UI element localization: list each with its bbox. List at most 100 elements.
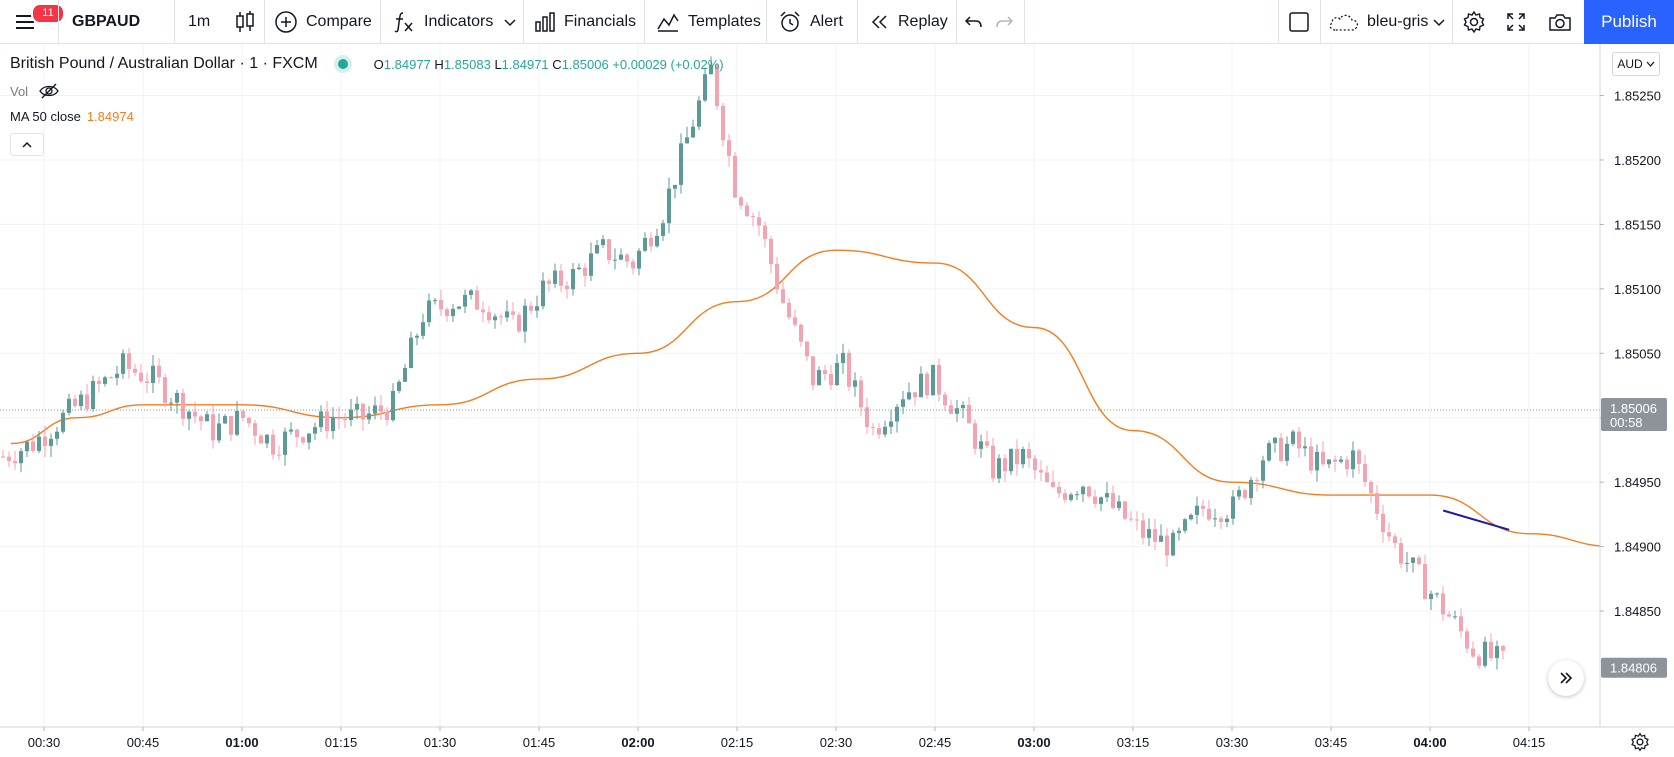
candle-up <box>61 409 65 434</box>
candle-down <box>1111 485 1115 510</box>
candle-body <box>325 411 329 432</box>
candle-down <box>199 414 203 431</box>
indicators-button[interactable]: Indicators <box>392 0 493 44</box>
candle-body <box>211 414 215 441</box>
layout-dropdown-button[interactable] <box>1432 0 1446 44</box>
drawings-layer <box>0 409 1600 531</box>
price-tick-label: 1.85200 <box>1614 153 1661 168</box>
candle-up <box>217 413 221 444</box>
candle-down <box>727 134 731 167</box>
candle-down <box>511 302 515 320</box>
candle-up <box>319 405 323 433</box>
candle-up <box>571 262 575 296</box>
candle-body <box>1057 486 1061 494</box>
candle-body <box>1375 493 1379 514</box>
candle-body <box>985 441 989 446</box>
candle-up <box>331 407 335 439</box>
candle-body <box>613 259 617 261</box>
chart-settings-button[interactable] <box>1628 730 1652 754</box>
currency-selector[interactable]: AUD <box>1612 52 1660 76</box>
candle-down <box>745 201 749 218</box>
interval-button[interactable]: 1m <box>188 0 210 44</box>
candle-body <box>697 100 701 127</box>
fullscreen-button[interactable] <box>1505 0 1527 44</box>
candle-body <box>235 410 239 435</box>
candle-down <box>1027 442 1031 468</box>
snapshot-button[interactable] <box>1548 0 1572 44</box>
candle-body <box>199 416 203 422</box>
collapse-legend-button[interactable] <box>10 133 44 156</box>
settings-button[interactable] <box>1462 0 1486 44</box>
symbol-search-button[interactable]: GBPAUD <box>72 0 140 44</box>
candle-down <box>157 358 161 384</box>
volume-legend[interactable]: Vol <box>10 82 60 100</box>
undo-button[interactable] <box>962 0 986 44</box>
candle-body <box>1033 458 1037 471</box>
candle-body <box>979 441 983 449</box>
candle-up <box>817 366 821 386</box>
candle-body <box>1087 486 1091 497</box>
candle-body <box>31 441 35 452</box>
candle-body <box>883 426 887 435</box>
candle-down <box>925 371 929 399</box>
function-fx-icon <box>394 12 413 33</box>
candle-up <box>709 56 713 75</box>
chart-type-button[interactable] <box>234 0 256 44</box>
candle-body <box>1309 446 1313 471</box>
candle-body <box>1129 518 1133 520</box>
candle-down <box>1309 437 1313 474</box>
candle-body <box>355 403 359 410</box>
candle-up <box>1435 592 1439 598</box>
candle-down <box>565 281 569 299</box>
candle-body <box>1219 518 1223 523</box>
candle-body <box>79 394 83 407</box>
publish-button[interactable]: Publish <box>1584 0 1674 44</box>
candle-body <box>1177 530 1181 533</box>
candle-down <box>1477 654 1481 669</box>
templates-button[interactable]: Templates <box>656 0 761 44</box>
financials-button[interactable]: Financials <box>534 0 636 44</box>
candle-down <box>1003 454 1007 482</box>
symbol-label: GBPAUD <box>72 13 141 30</box>
hamburger-menu-icon <box>16 15 34 29</box>
candle-body <box>427 300 431 323</box>
candle-down <box>793 309 797 328</box>
candle-down <box>109 376 113 379</box>
indicators-dropdown-button[interactable] <box>503 0 517 44</box>
candle-body <box>1381 513 1385 533</box>
candle-up <box>853 372 857 397</box>
candle-down <box>7 451 11 467</box>
candle-body <box>1255 479 1259 481</box>
candle-body <box>691 126 695 138</box>
templates-label: Templates <box>688 13 761 30</box>
candle-down <box>871 423 875 436</box>
candle-body <box>55 431 59 439</box>
candle-body <box>667 188 671 224</box>
candle-body <box>163 377 167 403</box>
candle-up <box>835 354 839 386</box>
time-tick-label: 02:30 <box>820 735 853 750</box>
candle-up <box>451 304 455 322</box>
save-layout-button[interactable]: bleu-gris <box>1327 0 1428 44</box>
financials-label: Financials <box>564 13 637 30</box>
candle-body <box>307 433 311 443</box>
candle-body <box>1501 646 1505 651</box>
compare-button[interactable]: Compare <box>274 0 372 44</box>
scroll-to-realtime-button[interactable] <box>1548 660 1584 696</box>
redo-button[interactable] <box>992 0 1016 44</box>
candle-body <box>637 250 641 269</box>
eye-hidden-icon[interactable] <box>38 82 60 100</box>
alert-button[interactable]: Alert <box>778 0 843 44</box>
replay-button[interactable]: Replay <box>868 0 948 44</box>
layout-select-button[interactable] <box>1288 0 1310 44</box>
redo-icon <box>996 16 1014 28</box>
candle-down <box>1123 500 1127 521</box>
ma-legend[interactable]: MA 50 close 1.84974 <box>10 109 134 124</box>
candle-body <box>1495 646 1499 659</box>
main-menu-button[interactable] <box>14 0 38 44</box>
candle-body <box>745 205 749 217</box>
candle-body <box>187 411 191 419</box>
price-chart[interactable]: 1.848501.849001.849501.850001.850501.851… <box>0 44 1674 757</box>
candle-body <box>619 254 623 260</box>
candle-down <box>517 312 521 334</box>
